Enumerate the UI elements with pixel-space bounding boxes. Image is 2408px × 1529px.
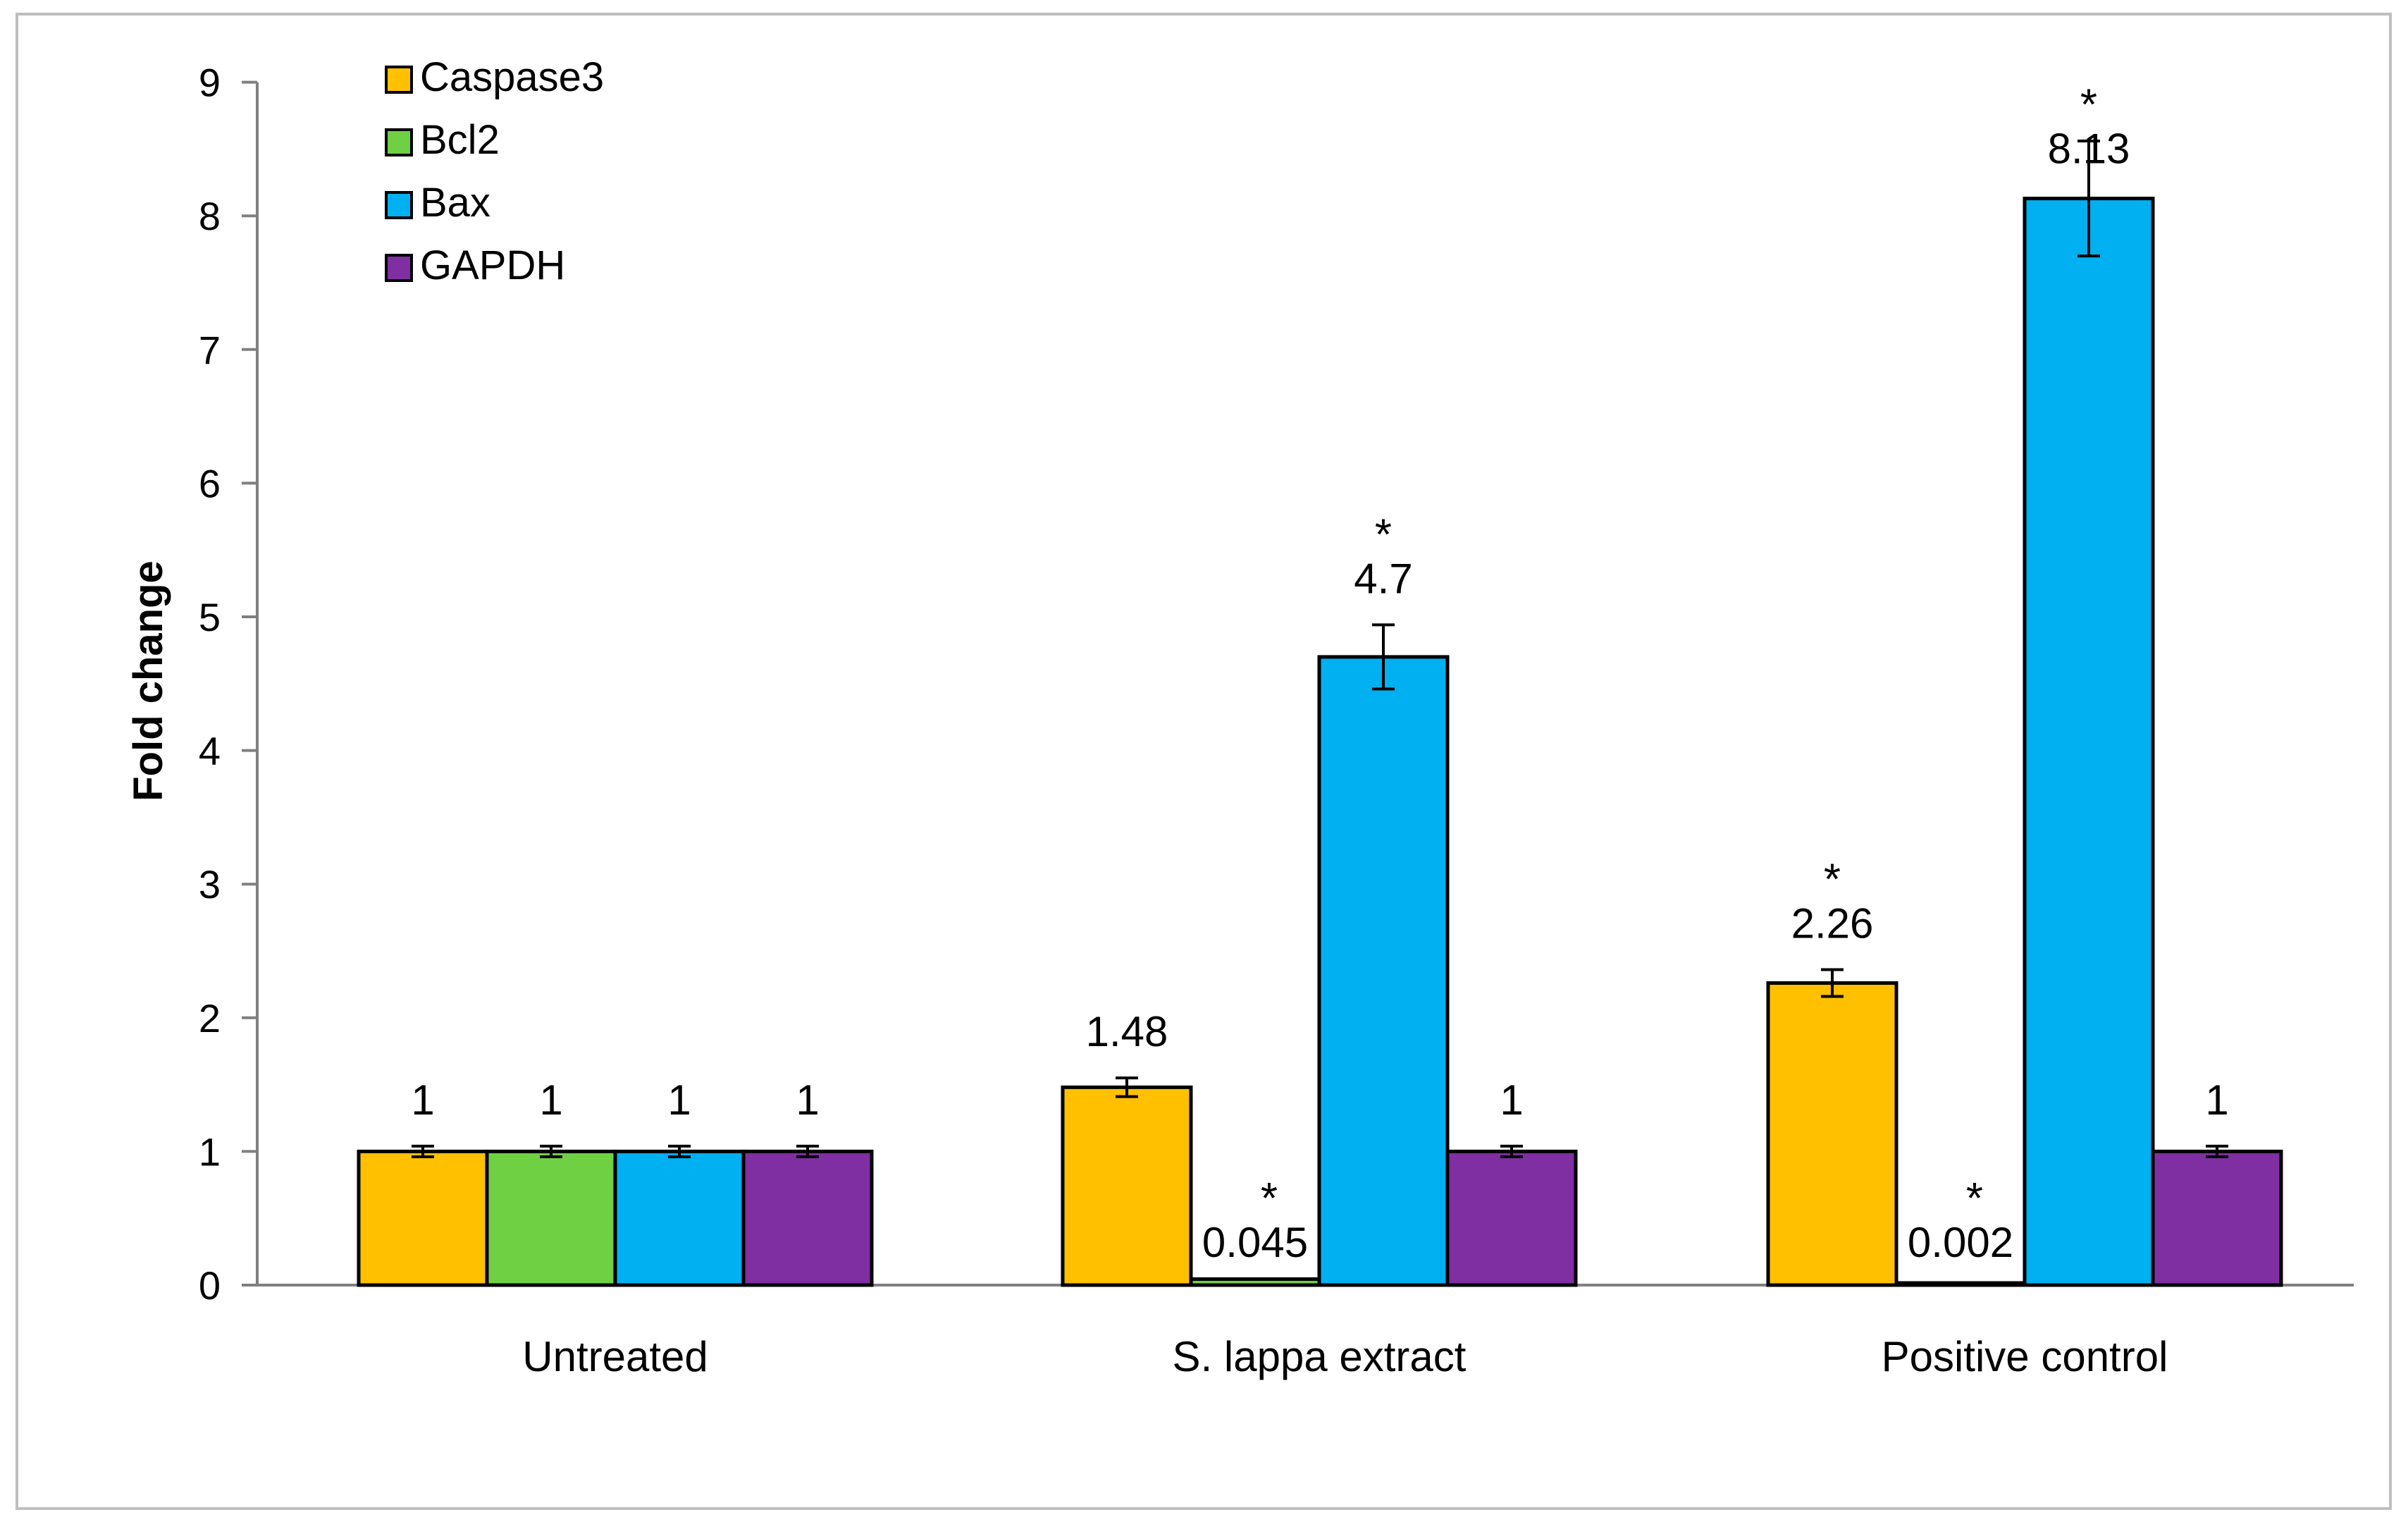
- legend-label-gapdh: GAPDH: [420, 242, 565, 288]
- y-tick-label: 0: [199, 1263, 221, 1308]
- y-tick-label: 6: [199, 461, 221, 505]
- legend-swatch-caspase3: [385, 66, 413, 94]
- data-label: 1: [2205, 1076, 2228, 1124]
- x-tick-label: S. lappa extract: [1173, 1333, 1467, 1380]
- bar-caspase3-1: [357, 1149, 489, 1287]
- significance-marker: *: [1966, 1174, 1983, 1223]
- legend-label-bax: Bax: [420, 180, 490, 226]
- bar-bax-1: [613, 1149, 746, 1287]
- x-tick-label: Positive control: [1882, 1333, 2168, 1380]
- bar-gapdh-1: [741, 1149, 874, 1287]
- legend-swatch-gapdh: [385, 254, 413, 282]
- y-tick-label: 7: [199, 328, 221, 372]
- significance-marker: *: [1375, 510, 1392, 559]
- data-label: 1: [411, 1076, 434, 1124]
- data-label: 1: [1500, 1076, 1523, 1124]
- legend-label-bcl2: Bcl2: [420, 117, 500, 163]
- significance-marker: *: [1824, 856, 1841, 904]
- data-label: 8.13: [2048, 125, 2130, 173]
- y-tick-label: 8: [199, 194, 221, 238]
- data-label: 0.045: [1202, 1219, 1308, 1266]
- data-label: 1: [796, 1076, 819, 1124]
- data-label: 1: [539, 1076, 562, 1124]
- legend-swatch-bax: [385, 191, 413, 219]
- y-tick-label: 9: [199, 61, 221, 105]
- y-tick-label: 5: [199, 595, 221, 639]
- significance-marker: *: [1261, 1174, 1278, 1223]
- y-axis-title: Fold change: [125, 560, 171, 802]
- bar-gapdh-3: [2151, 1149, 2283, 1287]
- legend-swatch-bcl2: [385, 128, 413, 156]
- bar-bax-2: [1317, 655, 1450, 1287]
- bar-caspase3-3: [1766, 981, 1898, 1287]
- y-tick-label: 3: [199, 862, 221, 907]
- y-tick-label: 4: [199, 729, 221, 773]
- x-tick-label: Untreated: [522, 1333, 708, 1380]
- data-label: 0.002: [1908, 1219, 2013, 1266]
- data-label: 4.7: [1354, 555, 1412, 602]
- bar-bcl2-1: [485, 1149, 617, 1287]
- legend-label-caspase3: Caspase3: [420, 54, 604, 100]
- data-label: 1: [667, 1076, 691, 1124]
- data-label: 2.26: [1791, 900, 1874, 947]
- bar-gapdh-2: [1445, 1149, 1578, 1287]
- bar-caspase3-2: [1061, 1085, 1193, 1287]
- significance-marker: *: [2080, 81, 2097, 130]
- bar-bcl2-2: [1189, 1277, 1321, 1287]
- y-tick-label: 1: [199, 1129, 221, 1174]
- bar-bax-3: [2023, 197, 2155, 1287]
- bar-bcl2-3: [1894, 1281, 2027, 1287]
- data-label: 1.48: [1086, 1008, 1168, 1055]
- y-tick-label: 2: [199, 996, 221, 1040]
